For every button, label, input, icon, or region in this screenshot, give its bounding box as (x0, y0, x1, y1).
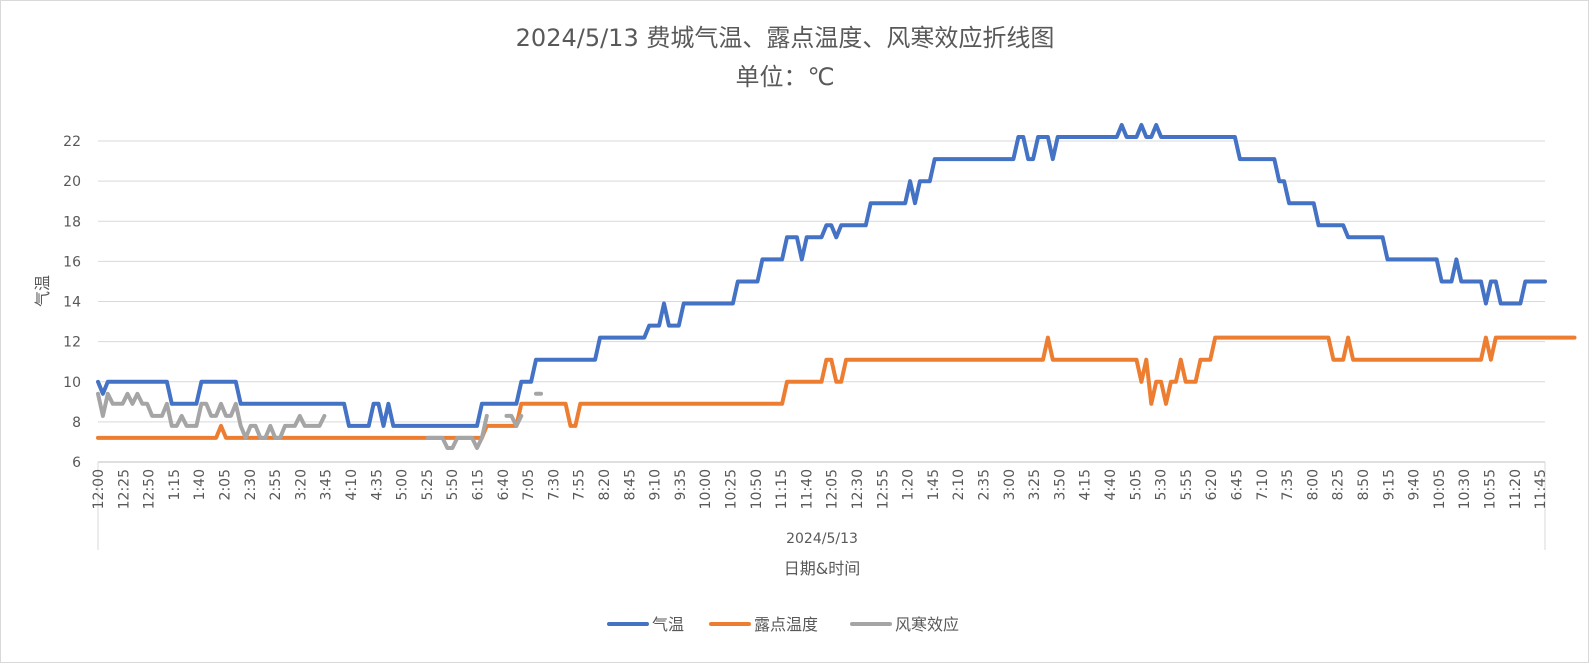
x-tick-label: 4:15 (1078, 469, 1094, 500)
y-axis-ticks: 6 8 10 12 14 16 18 20 22 (63, 134, 81, 471)
x-tick-label: 6:45 (1230, 469, 1246, 500)
legend-label: 气温 (652, 615, 684, 634)
x-axis (97, 461, 1546, 550)
x-tick-label: 3:25 (1027, 469, 1043, 500)
x-tick-label: 9:35 (673, 469, 689, 500)
x-tick-label: 10:50 (749, 469, 765, 509)
x-tick-label: 7:55 (572, 469, 588, 500)
x-tick-label: 10:05 (1432, 469, 1448, 509)
y-tick-label: 22 (63, 134, 81, 150)
x-tick-label: 10:25 (724, 469, 740, 509)
x-tick-label: 11:20 (1508, 469, 1524, 509)
series-line-气温 (96, 123, 1547, 428)
x-tick-label: 10:00 (698, 469, 714, 509)
x-tick-label: 12:00 (91, 469, 107, 509)
x-tick-label: 2:30 (243, 469, 259, 500)
x-tick-label: 10:55 (1483, 469, 1499, 509)
x-tick-label: 12:55 (875, 469, 891, 509)
x-tick-label: 9:10 (648, 469, 664, 500)
x-tick-label: 12:05 (825, 469, 841, 509)
x-tick-label: 1:45 (926, 469, 942, 500)
x-tick-label: 8:00 (1305, 469, 1321, 500)
x-tick-label: 11:40 (799, 469, 815, 509)
legend-label: 露点温度 (754, 615, 818, 634)
x-tick-label: 3:45 (319, 469, 335, 500)
x-tick-label: 3:50 (1052, 469, 1068, 500)
x-tick-label: 5:25 (420, 469, 436, 500)
x-tick-label: 2:05 (218, 469, 234, 500)
x-tick-label: 5:30 (1154, 469, 1170, 500)
y-tick-label: 14 (63, 295, 81, 311)
series-lines (96, 123, 1577, 450)
x-tick-label: 5:55 (1179, 469, 1195, 500)
x-tick-label: 2:10 (951, 469, 967, 500)
x-tick-label: 1:15 (167, 469, 183, 500)
x-tick-label: 10:30 (1457, 469, 1473, 509)
x-tick-label: 8:25 (1331, 469, 1347, 500)
x-tick-label: 1:20 (901, 469, 917, 500)
chart-subtitle: 单位：℃ (736, 63, 835, 91)
x-tick-label: 3:20 (293, 469, 309, 500)
x-tick-label: 8:20 (597, 469, 613, 500)
x-tick-label: 3:00 (1002, 469, 1018, 500)
x-tick-label: 9:15 (1381, 469, 1397, 500)
y-tick-label: 16 (63, 254, 81, 270)
x-date-group-label: 2024/5/13 (786, 531, 858, 547)
x-tick-label: 6:15 (471, 469, 487, 500)
x-tick-label: 4:35 (369, 469, 385, 500)
x-tick-label: 2:35 (977, 469, 993, 500)
y-axis-title: 气温 (33, 275, 52, 307)
legend: 气温 露点温度 风寒效应 (607, 615, 959, 634)
x-tick-label: 5:05 (1128, 469, 1144, 500)
x-tick-label: 4:10 (344, 469, 360, 500)
x-tick-label: 7:10 (1255, 469, 1271, 500)
x-tick-label: 11:45 (1533, 469, 1549, 509)
y-tick-label: 12 (63, 335, 81, 351)
series-line-露点温度 (96, 335, 1577, 440)
chart-title: 2024/5/13 费城气温、露点温度、风寒效应折线图 (516, 24, 1055, 52)
x-tick-label: 1:40 (192, 469, 208, 500)
x-tick-label: 8:50 (1356, 469, 1372, 500)
x-tick-label: 7:35 (1280, 469, 1296, 500)
x-tick-label: 6:40 (496, 469, 512, 500)
gridlines (98, 140, 1545, 423)
legend-label: 风寒效应 (895, 615, 959, 634)
y-tick-label: 18 (63, 214, 81, 230)
x-tick-label: 8:45 (622, 469, 638, 500)
y-tick-label: 6 (72, 455, 81, 471)
x-tick-label: 5:00 (395, 469, 411, 500)
x-tick-label: 9:40 (1407, 469, 1423, 500)
x-axis-title: 日期&时间 (784, 559, 860, 578)
x-tick-label: 12:30 (850, 469, 866, 509)
x-tick-label: 7:30 (546, 469, 562, 500)
x-tick-label: 7:05 (521, 469, 537, 500)
x-axis-ticks: 12:00 12:25 12:50 1:15 1:40 2:05 2:30 2:55 3:20 3… (91, 469, 1549, 509)
x-tick-label: 6:20 (1204, 469, 1220, 500)
x-tick-label: 11:15 (774, 469, 790, 509)
x-tick-label: 4:40 (1103, 469, 1119, 500)
x-tick-label: 12:50 (142, 469, 158, 509)
series-line-风寒效应 (96, 391, 543, 450)
y-tick-label: 20 (63, 174, 81, 190)
y-tick-label: 8 (72, 415, 81, 431)
y-tick-label: 10 (63, 375, 81, 391)
x-tick-label: 12:25 (116, 469, 132, 509)
x-tick-label: 2:55 (268, 469, 284, 500)
x-tick-label: 5:50 (445, 469, 461, 500)
